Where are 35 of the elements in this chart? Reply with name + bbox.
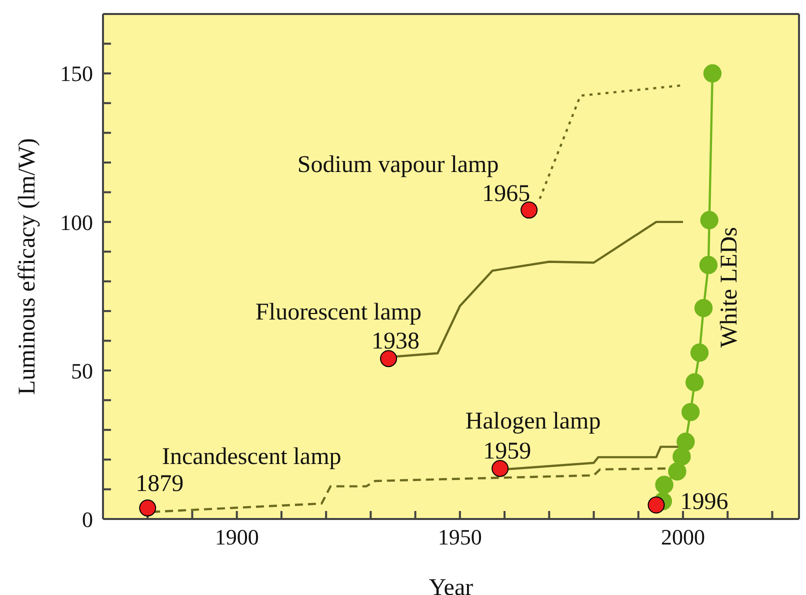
point — [672, 448, 691, 466]
annotation: 1959 — [483, 438, 532, 464]
point — [676, 432, 695, 451]
point — [655, 476, 674, 494]
text: White LEDs — [716, 226, 742, 348]
x-axis-title: Year — [428, 575, 474, 595]
y-tick-label: 100 — [60, 210, 93, 235]
x-tick-label: 1950 — [438, 524, 482, 550]
annotation: Halogen lamp — [465, 408, 601, 434]
x-tick-label: 1900 — [214, 524, 259, 550]
y-tick-label: 150 — [60, 61, 93, 86]
point — [520, 202, 538, 219]
point — [694, 298, 713, 318]
point — [681, 402, 700, 422]
point — [686, 373, 704, 392]
point — [668, 462, 686, 481]
point — [648, 496, 665, 514]
annotation: 1965 — [482, 181, 530, 208]
annotation: 1938 — [372, 328, 420, 355]
point — [703, 64, 722, 83]
point — [699, 256, 718, 274]
point — [380, 350, 398, 368]
annotation: 1996 — [680, 489, 728, 516]
y-tick-label: 50 — [71, 358, 93, 384]
y-tick-label: 0 — [82, 506, 93, 532]
annotation: Incandescent lamp — [162, 444, 342, 470]
annotation: Fluorescent lamp — [256, 300, 422, 326]
point — [492, 460, 509, 477]
annotation: Sodium vapour lamp — [297, 152, 499, 178]
point — [139, 500, 156, 517]
x-tick-label: 2000 — [661, 524, 705, 550]
y-axis-title: Luminous efficacy (lm/W) — [14, 138, 41, 395]
point — [700, 211, 718, 230]
annotation: 1879 — [136, 471, 184, 498]
point — [690, 344, 709, 362]
